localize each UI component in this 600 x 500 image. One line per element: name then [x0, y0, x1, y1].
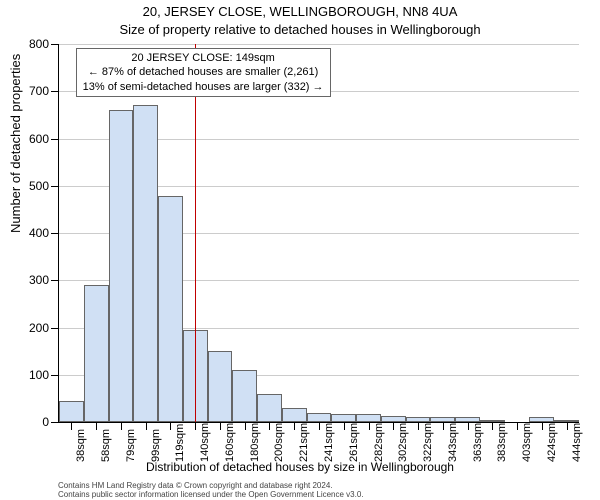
y-tick	[51, 280, 59, 281]
x-tick	[121, 422, 122, 430]
x-tick-label: 261sqm	[348, 423, 360, 462]
y-tick	[51, 44, 59, 45]
info-box-line: 20 JERSEY CLOSE: 149sqm	[83, 51, 324, 65]
y-tick-label: 600	[19, 132, 49, 146]
y-tick	[51, 375, 59, 376]
bar	[356, 414, 381, 423]
x-tick	[418, 422, 419, 430]
x-tick	[468, 422, 469, 430]
y-tick-label: 500	[19, 179, 49, 193]
y-tick	[51, 328, 59, 329]
y-tick-label: 0	[19, 415, 49, 429]
x-tick	[170, 422, 171, 430]
y-tick-label: 200	[19, 321, 49, 335]
bar	[257, 394, 282, 422]
x-tick-label: 200sqm	[273, 423, 285, 462]
footer: Contains HM Land Registry data © Crown c…	[58, 482, 578, 500]
x-tick	[492, 422, 493, 430]
reference-line	[195, 44, 196, 422]
info-box-line: ← 87% of detached houses are smaller (2,…	[83, 65, 324, 79]
x-tick	[245, 422, 246, 430]
x-tick	[146, 422, 147, 430]
x-tick	[443, 422, 444, 430]
x-tick-label: 38sqm	[75, 429, 87, 462]
x-tick-label: 99sqm	[150, 429, 162, 462]
y-tick-label: 300	[19, 273, 49, 287]
x-axis-label: Distribution of detached houses by size …	[0, 460, 600, 474]
bar	[208, 351, 233, 422]
x-tick-label: 282sqm	[373, 423, 385, 462]
x-tick-label: 302sqm	[397, 423, 409, 462]
y-tick-label: 800	[19, 37, 49, 51]
x-tick-label: 221sqm	[298, 423, 310, 462]
y-tick	[51, 233, 59, 234]
bar	[59, 401, 84, 422]
x-tick-label: 140sqm	[199, 423, 211, 462]
footer-line-2: Contains public sector information licen…	[58, 491, 578, 500]
y-tick	[51, 422, 59, 423]
x-tick	[344, 422, 345, 430]
x-tick-label: 79sqm	[125, 429, 137, 462]
x-tick	[294, 422, 295, 430]
x-tick	[542, 422, 543, 430]
bar	[307, 413, 332, 422]
info-box-line: 13% of semi-detached houses are larger (…	[83, 80, 324, 94]
x-tick-label: 363sqm	[472, 423, 484, 462]
x-tick-label: 424sqm	[546, 423, 558, 462]
y-tick-label: 700	[19, 84, 49, 98]
x-tick	[269, 422, 270, 430]
bar	[158, 196, 183, 422]
x-tick	[220, 422, 221, 430]
x-tick-label: 383sqm	[496, 423, 508, 462]
x-tick-label: 403sqm	[521, 423, 533, 462]
x-tick-label: 180sqm	[249, 423, 261, 462]
y-tick	[51, 139, 59, 140]
bar	[84, 285, 109, 422]
x-tick	[71, 422, 72, 430]
x-tick-label: 444sqm	[571, 423, 583, 462]
x-tick-label: 343sqm	[447, 423, 459, 462]
bar	[133, 105, 158, 422]
x-tick-label: 241sqm	[323, 423, 335, 462]
x-tick-label: 160sqm	[224, 423, 236, 462]
x-tick	[567, 422, 568, 430]
plot-area: 010020030040050060070080038sqm58sqm79sqm…	[58, 44, 579, 423]
chart-title: 20, JERSEY CLOSE, WELLINGBOROUGH, NN8 4U…	[0, 4, 600, 19]
bar	[232, 370, 257, 422]
x-tick	[96, 422, 97, 430]
y-tick	[51, 186, 59, 187]
y-tick	[51, 91, 59, 92]
x-tick	[393, 422, 394, 430]
y-tick-label: 400	[19, 226, 49, 240]
grid-line	[59, 44, 579, 45]
chart-subtitle: Size of property relative to detached ho…	[0, 22, 600, 37]
x-tick-label: 322sqm	[422, 423, 434, 462]
x-tick-label: 58sqm	[100, 429, 112, 462]
bar	[331, 414, 356, 423]
y-tick-label: 100	[19, 368, 49, 382]
info-box: 20 JERSEY CLOSE: 149sqm← 87% of detached…	[76, 48, 331, 97]
x-tick	[319, 422, 320, 430]
bar	[109, 110, 134, 422]
x-tick	[517, 422, 518, 430]
bar	[282, 408, 307, 422]
x-tick-label: 119sqm	[174, 424, 186, 462]
x-tick	[369, 422, 370, 430]
x-tick	[195, 422, 196, 430]
